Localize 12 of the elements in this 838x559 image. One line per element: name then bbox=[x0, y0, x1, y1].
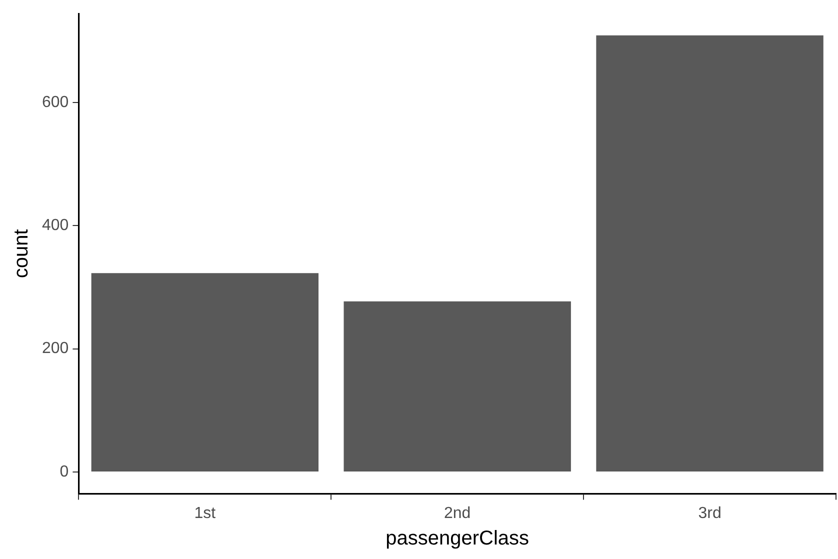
y-axis-title: count bbox=[10, 228, 33, 278]
bar bbox=[596, 35, 824, 472]
bar bbox=[344, 301, 571, 472]
y-tick-label: 600 bbox=[42, 94, 69, 111]
x-tick-label: 3rd bbox=[698, 504, 722, 522]
x-tick-label: 2nd bbox=[444, 504, 471, 522]
bar bbox=[91, 273, 319, 472]
y-tick-label: 400 bbox=[42, 217, 69, 234]
x-tick-label: 1st bbox=[194, 504, 216, 522]
y-tick-label: 0 bbox=[60, 463, 69, 480]
y-tick-label: 200 bbox=[42, 340, 69, 358]
x-axis-title: passengerClass bbox=[386, 528, 530, 550]
